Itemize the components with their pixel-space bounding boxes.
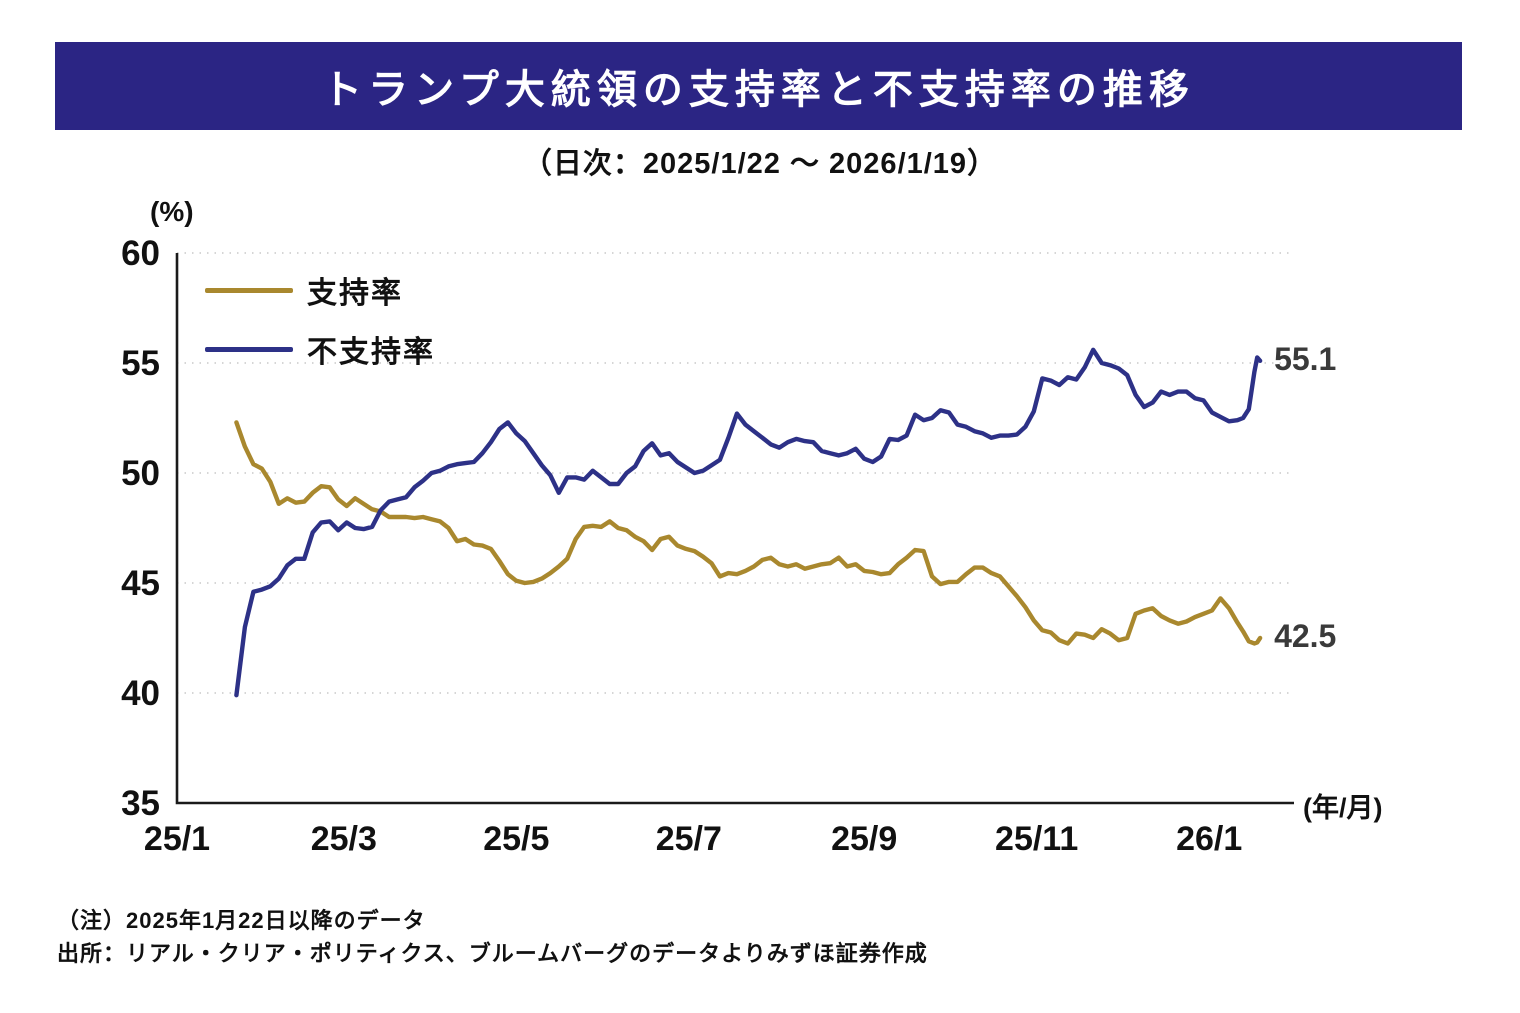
y-tick-label-50: 50: [121, 454, 160, 493]
approval-line: [234, 420, 1263, 646]
x-tick-label-25/11: 25/11: [995, 820, 1078, 858]
x-tick-label-25/5: 25/5: [483, 820, 549, 858]
legend-label-approval: 支持率: [307, 277, 403, 310]
disapproval-line: [234, 347, 1263, 698]
approval-line-swatch: [205, 287, 293, 293]
legend-label-disapproval: 不支持率: [307, 336, 435, 369]
footnote-data-note: （注）2025年1月22日以降のデータ: [57, 908, 426, 933]
footnote-source: 出所：リアル・クリア・ポリティクス、ブルームバーグのデータよりみずほ証券作成: [57, 941, 928, 966]
y-axis-unit-label: (%): [150, 196, 194, 227]
x-tick-label-26/1: 26/1: [1176, 820, 1242, 858]
title-banner: トランプ大統領の支持率と不支持率の推移: [55, 42, 1462, 130]
legend-item-disapproval: 不支持率: [205, 327, 435, 371]
x-tick-label-25/9: 25/9: [831, 820, 897, 858]
disapproval-end-value-label: 55.1: [1274, 340, 1337, 377]
approval-end-value-label: 42.5: [1274, 618, 1337, 654]
x-tick-label-25/1: 25/1: [144, 820, 210, 858]
y-tick-label-45: 45: [121, 564, 160, 603]
y-tick-label-35: 35: [121, 784, 160, 823]
x-axis-unit-label: (年/月): [1303, 793, 1383, 823]
chart-subtitle: （日次：2025/1/22 ～ 2026/1/19）: [522, 148, 998, 180]
footnotes: （注）2025年1月22日以降のデータ 出所：リアル・クリア・ポリティクス、ブル…: [57, 904, 928, 970]
x-tick-label-25/3: 25/3: [311, 820, 377, 858]
disapproval-line-swatch: [205, 346, 293, 352]
y-tick-label-40: 40: [121, 674, 160, 713]
x-tick-label-25/7: 25/7: [656, 820, 722, 858]
chart-legend: 支持率 不支持率: [205, 268, 435, 371]
page-title: トランプ大統領の支持率と不支持率の推移: [322, 68, 1195, 112]
axes: [175, 253, 1294, 805]
legend-item-approval: 支持率: [205, 268, 435, 312]
y-tick-label-55: 55: [121, 344, 160, 383]
y-tick-label-60: 60: [121, 234, 160, 273]
